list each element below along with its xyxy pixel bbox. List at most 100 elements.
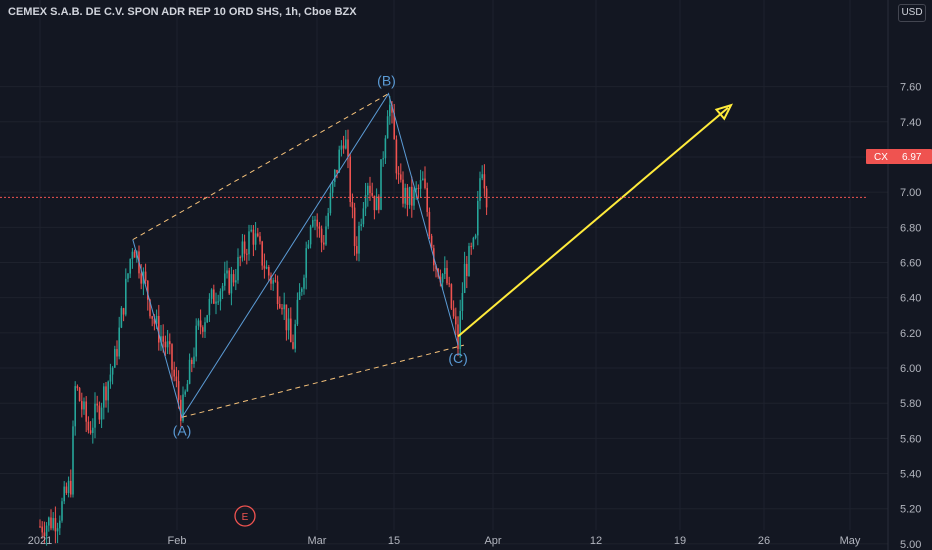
candle-body — [329, 192, 332, 214]
earnings-event-marker[interactable]: E — [234, 505, 256, 527]
candle-body — [208, 298, 211, 316]
wave-label[interactable]: (A) — [173, 422, 192, 438]
candle-body — [375, 196, 378, 211]
candle-body — [210, 289, 213, 299]
candle-body — [349, 156, 351, 203]
candle-body — [254, 233, 257, 245]
candle-body — [336, 169, 338, 173]
candle-body — [455, 316, 457, 325]
time-tick-label: 26 — [758, 535, 770, 547]
candle-body — [309, 226, 312, 245]
drawings: (A) (B) (C) — [132, 73, 733, 438]
candle-body — [296, 299, 299, 325]
candle-body — [248, 231, 250, 255]
price-tick-label: 6.00 — [900, 363, 921, 375]
candle-body — [314, 219, 316, 221]
candle-body — [81, 401, 83, 410]
candle-body — [182, 394, 184, 421]
candle-body — [450, 284, 453, 309]
candle-body — [400, 174, 402, 180]
candle-body — [133, 251, 136, 258]
candle-body — [276, 281, 279, 304]
time-tick-label: Feb — [168, 535, 187, 547]
price-tick-label: 6.80 — [900, 222, 921, 234]
candle-body — [312, 220, 314, 227]
candle-body — [298, 291, 301, 300]
candle-body — [408, 186, 411, 205]
price-tick-label: 7.00 — [900, 187, 921, 199]
candle-body — [358, 225, 360, 254]
candle-body — [175, 376, 178, 382]
candle-body — [191, 359, 193, 365]
candle-body — [162, 336, 164, 342]
time-axis[interactable]: 2021 Feb Mar 15 Apr 12 19 26 May — [28, 535, 861, 547]
candle-body — [243, 241, 246, 254]
currency-button[interactable]: USD — [898, 4, 926, 22]
abc-wave-line[interactable] — [132, 92, 459, 419]
price-tick-label: 7.40 — [900, 117, 921, 129]
price-tick-label: 5.40 — [900, 469, 921, 481]
candle-body — [193, 356, 195, 365]
price-badge: CX 6.97 — [866, 149, 932, 164]
candle-body — [397, 173, 400, 175]
candle-body — [72, 426, 74, 495]
candle-body — [85, 401, 87, 422]
candle-body — [345, 139, 347, 149]
candle-body — [239, 257, 241, 259]
candle-body — [483, 174, 486, 189]
channel-lower-line[interactable] — [181, 344, 465, 418]
candle-body — [430, 235, 433, 249]
projection-arrow-line[interactable] — [457, 106, 729, 338]
candle-body — [166, 341, 169, 348]
candle-body — [169, 341, 171, 345]
candle-body — [371, 193, 373, 196]
candle-body — [107, 381, 109, 401]
candle-body — [404, 187, 406, 204]
candle-body — [52, 518, 54, 529]
candle-body — [426, 188, 428, 212]
candle-body — [265, 266, 268, 269]
candle-body — [477, 200, 479, 236]
candle-body — [380, 159, 382, 210]
candle-body — [402, 179, 404, 204]
candle-body — [406, 187, 409, 205]
candle-body — [96, 403, 98, 406]
candle-body — [285, 304, 288, 331]
candle-body — [164, 341, 167, 348]
candle-body — [180, 399, 182, 421]
candle-body — [382, 158, 384, 160]
candle-body — [395, 139, 398, 174]
candle-body — [89, 430, 92, 434]
candle-body — [118, 327, 120, 357]
candle-body — [461, 293, 464, 311]
candle-body — [272, 280, 274, 284]
candle-body — [428, 211, 431, 236]
price-axis[interactable]: 5.00 5.20 5.40 5.60 5.80 6.00 6.20 6.40 6.60 6.80… — [900, 82, 921, 550]
time-tick-label: 12 — [590, 535, 602, 547]
candle-body — [307, 244, 310, 249]
candle-body — [98, 405, 101, 420]
candle-body — [290, 318, 292, 343]
candle-body — [292, 342, 294, 349]
candle-body — [206, 315, 208, 323]
candle-body — [369, 185, 371, 194]
wave-label[interactable]: (C) — [448, 350, 467, 366]
candle-body — [92, 427, 94, 434]
candle-body — [485, 188, 488, 208]
candle-body — [105, 386, 107, 401]
candle-body — [384, 138, 387, 159]
price-tick-label: 5.00 — [900, 539, 921, 550]
candle-body — [120, 308, 123, 328]
candle-body — [100, 407, 103, 420]
channel-upper-line[interactable] — [132, 93, 389, 241]
candle-body — [283, 304, 285, 310]
candle-body — [129, 259, 131, 274]
price-tick-label: 5.20 — [900, 504, 921, 516]
candle-body — [463, 263, 466, 294]
candle-body — [235, 280, 237, 283]
candle-body — [472, 237, 475, 247]
candle-body — [259, 236, 261, 242]
candle-body — [448, 283, 450, 285]
wave-label[interactable]: (B) — [377, 73, 396, 89]
